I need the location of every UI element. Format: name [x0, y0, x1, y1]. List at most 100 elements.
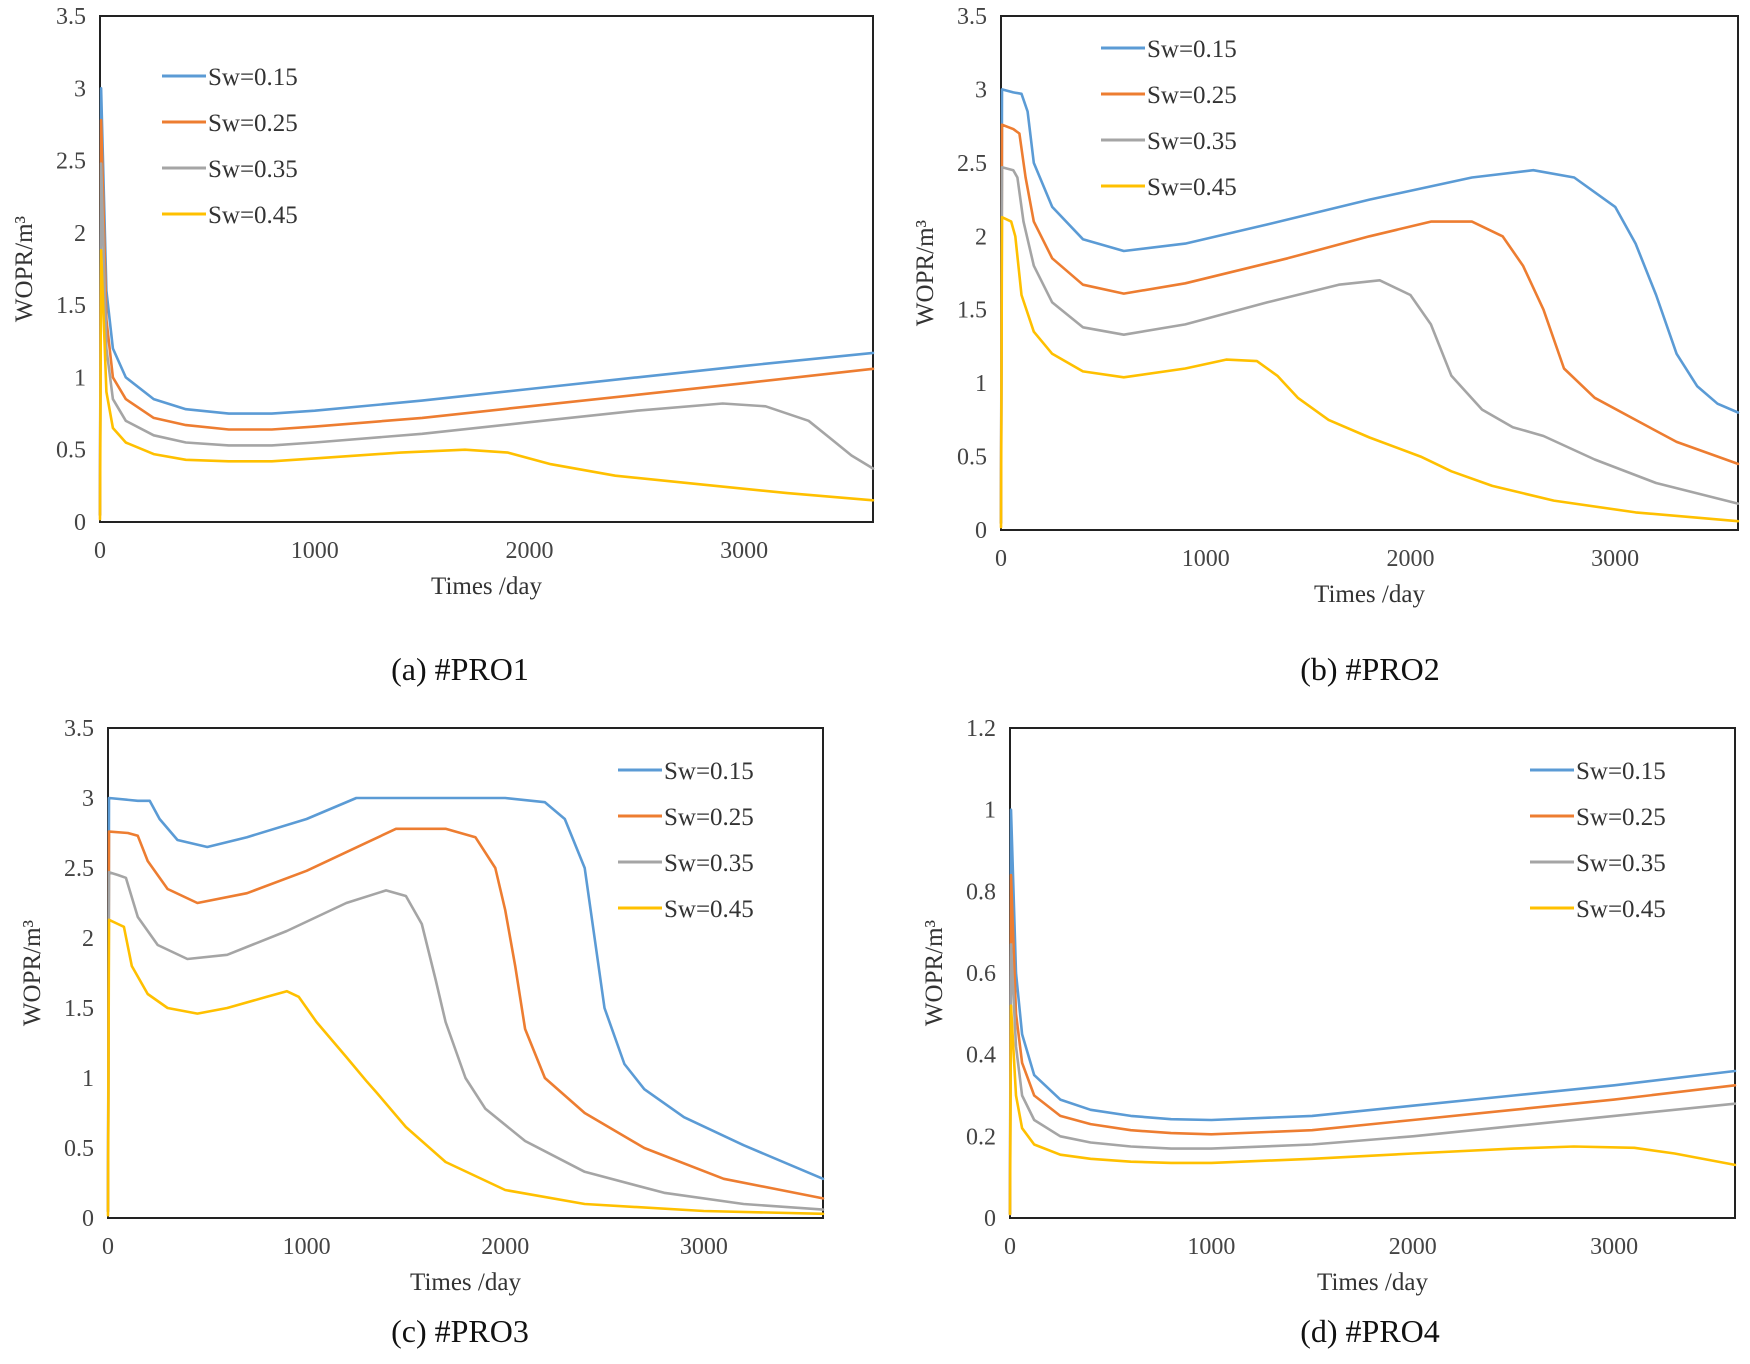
x-tick-label: 3000 — [1590, 1234, 1638, 1260]
series-line-Sw025 — [106, 827, 825, 1213]
legend: Sw=0.15 Sw=0.25 Sw=0.35 Sw=0.45 — [1101, 36, 1237, 201]
x-tick-label: 2000 — [1389, 1234, 1437, 1260]
y-axis-label: WOPR/m³ — [921, 919, 948, 1026]
x-axis-label: Times /day — [1314, 581, 1425, 608]
legend-label: Sw=0.45 — [1147, 174, 1237, 201]
x-tick-label: 3000 — [1591, 546, 1639, 572]
y-tick-label: 3.5 — [64, 716, 94, 742]
series-line-Sw035 — [98, 162, 875, 517]
series-line-Sw025 — [98, 118, 875, 517]
legend: Sw=0.15 Sw=0.25 Sw=0.35 Sw=0.45 — [162, 64, 298, 229]
y-tick-label: 0 — [82, 1206, 94, 1232]
chart-pro1: 0 0.5 1 1.5 2 2.5 3 3.5 0 1000 2000 3000 Times /day W… — [11, 4, 875, 687]
legend-label: Sw=0.35 — [1576, 850, 1666, 877]
y-tick-label: 0 — [975, 518, 987, 544]
legend-label: Sw=0.25 — [1576, 804, 1666, 831]
y-tick-label: 3.5 — [957, 4, 987, 30]
y-tick-label: 0.4 — [966, 1043, 996, 1069]
x-tick-label: 1000 — [283, 1234, 331, 1260]
y-tick-label: 1.5 — [56, 293, 86, 319]
y-tick-label: 0 — [984, 1206, 996, 1232]
y-axis-label: WOPR/m³ — [19, 919, 46, 1026]
y-tick-label: 1 — [984, 798, 996, 824]
x-tick-label: 3000 — [720, 538, 768, 564]
y-tick-label: 0.6 — [966, 961, 996, 987]
legend-label: Sw=0.45 — [1576, 896, 1666, 923]
series-line-Sw025 — [1008, 873, 1737, 1216]
legend-label: Sw=0.25 — [1147, 82, 1237, 109]
series-line-Sw015 — [98, 87, 875, 517]
x-tick-label: 2000 — [1386, 546, 1434, 572]
series-line-Sw035 — [999, 166, 1740, 524]
y-tick-label: 1 — [975, 371, 987, 397]
y-tick-label: 0.5 — [56, 438, 86, 464]
y-axis-label: WOPR/m³ — [912, 219, 939, 326]
legend-label: Sw=0.35 — [664, 850, 754, 877]
y-tick-label: 2.5 — [957, 151, 987, 177]
legend-label: Sw=0.25 — [664, 804, 754, 831]
y-tick-label: 1 — [74, 365, 86, 391]
y-tick-label: 2 — [975, 224, 987, 250]
y-tick-label: 3 — [74, 76, 86, 102]
panel-caption: (d) #PRO4 — [1300, 1313, 1440, 1349]
legend-label: Sw=0.35 — [208, 156, 298, 183]
x-tick-label: 1000 — [1187, 1234, 1235, 1260]
y-tick-label: 1.5 — [957, 298, 987, 324]
panel-caption: (a) #PRO1 — [391, 651, 529, 687]
y-tick-label: 1.5 — [64, 996, 94, 1022]
series-line-Sw045 — [999, 215, 1740, 529]
y-tick-label: 0 — [74, 510, 86, 536]
x-axis-label: Times /day — [1317, 1269, 1428, 1296]
legend-label: Sw=0.15 — [1147, 36, 1237, 63]
x-tick-label: 0 — [995, 546, 1007, 572]
series-line-Sw045 — [1008, 1004, 1737, 1216]
legend-label: Sw=0.45 — [664, 896, 754, 923]
y-tick-label: 3 — [82, 786, 94, 812]
y-axis-label: WOPR/m³ — [11, 215, 38, 322]
y-tick-label: 0.5 — [957, 445, 987, 471]
x-tick-label: 0 — [94, 538, 106, 564]
series-line-Sw035 — [1008, 943, 1737, 1216]
panel-caption: (b) #PRO2 — [1300, 651, 1440, 687]
y-tick-label: 3 — [975, 77, 987, 103]
y-tick-label: 2 — [82, 926, 94, 952]
legend-label: Sw=0.15 — [208, 64, 298, 91]
plot-frame — [99, 15, 874, 523]
series-line-Sw035 — [106, 870, 825, 1213]
y-tick-label: 2.5 — [64, 856, 94, 882]
chart-pro2: 0 0.5 1 1.5 2 2.5 3 3.5 0 1000 2000 3000 Times /day W… — [912, 4, 1740, 687]
series-line-Sw015 — [106, 796, 825, 1213]
y-tick-label: 0.5 — [64, 1136, 94, 1162]
x-tick-label: 1000 — [1182, 546, 1230, 572]
y-tick-label: 1 — [82, 1066, 94, 1092]
x-tick-label: 2000 — [505, 538, 553, 564]
legend-label: Sw=0.15 — [1576, 758, 1666, 785]
y-tick-label: 3.5 — [56, 4, 86, 30]
x-tick-label: 0 — [1004, 1234, 1016, 1260]
panel-caption: (c) #PRO3 — [391, 1313, 529, 1349]
x-tick-label: 3000 — [680, 1234, 728, 1260]
legend-label: Sw=0.25 — [208, 110, 298, 137]
legend-label: Sw=0.35 — [1147, 128, 1237, 155]
y-tick-label: 0.8 — [966, 879, 996, 905]
chart-pro4: 0 0.2 0.4 0.6 0.8 1 1.2 0 1000 2000 3000 Times /day… — [921, 716, 1737, 1349]
plot-frame — [107, 727, 824, 1219]
series-line-Sw045 — [98, 248, 875, 521]
legend: Sw=0.15 Sw=0.25 Sw=0.35 Sw=0.45 — [1530, 758, 1666, 923]
y-tick-label: 1.2 — [966, 716, 996, 742]
y-tick-label: 2 — [74, 221, 86, 247]
chart-pro3: 0 0.5 1 1.5 2 2.5 3 3.5 0 1000 2000 3000 Times /day W… — [19, 716, 825, 1349]
x-tick-label: 0 — [102, 1234, 114, 1260]
legend: Sw=0.15 Sw=0.25 Sw=0.35 Sw=0.45 — [618, 758, 754, 923]
legend-label: Sw=0.45 — [208, 202, 298, 229]
y-tick-label: 2.5 — [56, 149, 86, 175]
legend-label: Sw=0.15 — [664, 758, 754, 785]
series-line-Sw015 — [1008, 808, 1737, 1216]
y-tick-label: 0.2 — [966, 1124, 996, 1150]
x-axis-label: Times /day — [410, 1269, 521, 1296]
x-axis-label: Times /day — [431, 573, 542, 600]
x-tick-label: 2000 — [481, 1234, 529, 1260]
series-line-Sw045 — [106, 918, 825, 1217]
series-line-Sw015 — [999, 88, 1740, 524]
